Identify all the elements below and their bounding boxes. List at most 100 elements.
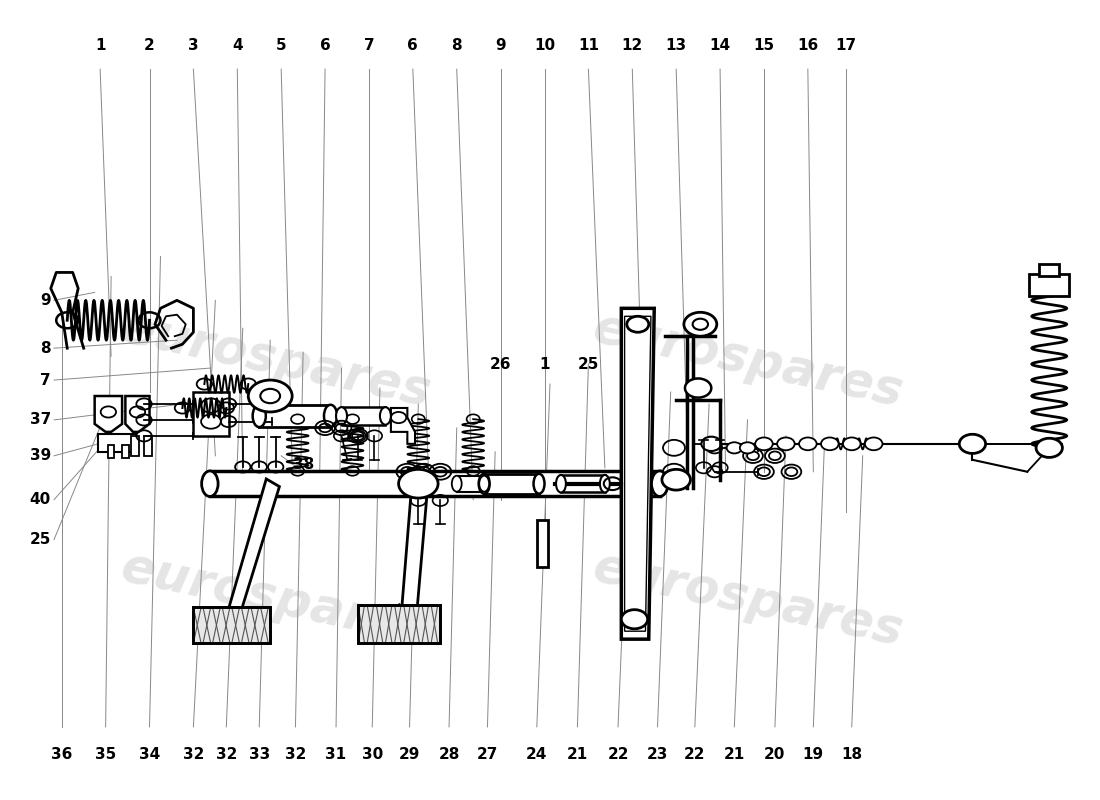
Bar <box>358 605 440 643</box>
Text: 24: 24 <box>526 746 548 762</box>
Text: 35: 35 <box>95 746 117 762</box>
Text: 27: 27 <box>476 746 498 762</box>
Text: 26: 26 <box>490 357 512 372</box>
Bar <box>358 605 440 643</box>
Circle shape <box>740 442 756 454</box>
Circle shape <box>756 438 772 450</box>
Text: 30: 30 <box>362 746 383 762</box>
Bar <box>122 446 129 458</box>
Circle shape <box>959 434 986 454</box>
Ellipse shape <box>478 474 490 494</box>
Text: 18: 18 <box>842 746 862 762</box>
Circle shape <box>627 316 649 332</box>
Bar <box>1040 264 1059 277</box>
Ellipse shape <box>556 475 565 493</box>
Bar <box>98 434 136 452</box>
Polygon shape <box>125 396 150 432</box>
Circle shape <box>1036 438 1063 458</box>
Circle shape <box>865 438 882 450</box>
Ellipse shape <box>336 407 346 425</box>
Bar <box>260 405 331 427</box>
Text: 39: 39 <box>30 448 51 463</box>
Circle shape <box>777 438 794 450</box>
Text: 32: 32 <box>285 746 306 762</box>
Circle shape <box>843 438 860 450</box>
Ellipse shape <box>324 405 337 427</box>
Bar <box>108 446 114 458</box>
Circle shape <box>727 442 742 454</box>
Circle shape <box>398 470 438 498</box>
Polygon shape <box>621 308 654 639</box>
Text: 4: 4 <box>232 38 243 54</box>
Circle shape <box>821 438 838 450</box>
Text: 13: 13 <box>666 38 686 54</box>
Text: 6: 6 <box>320 38 330 54</box>
Circle shape <box>684 312 717 336</box>
Text: 12: 12 <box>621 38 642 54</box>
Text: 29: 29 <box>399 746 420 762</box>
Polygon shape <box>228 479 279 611</box>
Circle shape <box>685 378 712 398</box>
Circle shape <box>249 380 293 412</box>
Text: 14: 14 <box>710 38 730 54</box>
Text: 22: 22 <box>607 746 629 762</box>
Bar <box>194 607 271 643</box>
Ellipse shape <box>480 476 490 492</box>
Text: 28: 28 <box>439 746 460 762</box>
Text: 16: 16 <box>798 38 818 54</box>
Bar <box>561 475 605 493</box>
Text: 21: 21 <box>724 746 745 762</box>
Text: 32: 32 <box>216 746 236 762</box>
Text: 33: 33 <box>249 746 270 762</box>
Bar <box>484 474 539 494</box>
Bar <box>210 471 660 497</box>
Text: 32: 32 <box>183 746 205 762</box>
Bar <box>341 407 385 425</box>
Ellipse shape <box>600 475 609 493</box>
Bar <box>456 476 484 492</box>
Text: 7: 7 <box>40 373 51 387</box>
Text: 20: 20 <box>764 746 785 762</box>
Bar <box>194 607 271 643</box>
Bar <box>144 436 152 456</box>
Text: 7: 7 <box>364 38 374 54</box>
Text: 19: 19 <box>803 746 824 762</box>
Polygon shape <box>402 479 428 615</box>
Text: 10: 10 <box>534 38 556 54</box>
Text: 9: 9 <box>40 293 51 308</box>
Polygon shape <box>95 396 122 432</box>
Text: 1: 1 <box>95 38 106 54</box>
Circle shape <box>799 438 816 450</box>
Text: 5: 5 <box>276 38 286 54</box>
Text: 23: 23 <box>647 746 668 762</box>
Circle shape <box>621 610 648 629</box>
Ellipse shape <box>452 476 462 492</box>
Text: 17: 17 <box>836 38 857 54</box>
Text: 8: 8 <box>40 341 51 356</box>
Text: eurospares: eurospares <box>117 543 436 656</box>
Text: 15: 15 <box>754 38 774 54</box>
Text: 1: 1 <box>539 357 550 372</box>
Text: eurospares: eurospares <box>588 304 908 417</box>
Text: 6: 6 <box>407 38 418 54</box>
Ellipse shape <box>534 474 544 494</box>
Text: 22: 22 <box>684 746 705 762</box>
Text: 11: 11 <box>578 38 598 54</box>
Text: 31: 31 <box>326 746 346 762</box>
Ellipse shape <box>201 471 218 497</box>
Text: 38: 38 <box>293 457 314 472</box>
Ellipse shape <box>651 471 668 497</box>
Ellipse shape <box>253 405 266 427</box>
Bar <box>194 392 229 436</box>
Ellipse shape <box>379 407 390 425</box>
Text: 25: 25 <box>30 532 51 547</box>
Text: 25: 25 <box>578 357 600 372</box>
Text: eurospares: eurospares <box>117 304 436 417</box>
Circle shape <box>702 437 722 451</box>
Text: 9: 9 <box>495 38 506 54</box>
Text: 8: 8 <box>451 38 462 54</box>
Text: 40: 40 <box>30 492 51 507</box>
Polygon shape <box>390 408 415 444</box>
Circle shape <box>662 470 691 490</box>
Text: 36: 36 <box>51 746 73 762</box>
